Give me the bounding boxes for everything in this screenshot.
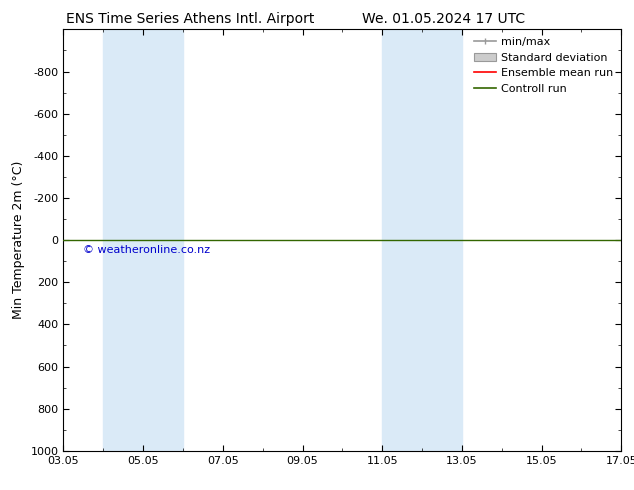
Bar — [382, 29, 462, 451]
Legend: min/max, Standard deviation, Ensemble mean run, Controll run: min/max, Standard deviation, Ensemble me… — [469, 33, 618, 98]
Bar — [103, 29, 183, 451]
Text: ENS Time Series Athens Intl. Airport: ENS Time Series Athens Intl. Airport — [66, 12, 314, 26]
Text: We. 01.05.2024 17 UTC: We. 01.05.2024 17 UTC — [362, 12, 526, 26]
Y-axis label: Min Temperature 2m (°C): Min Temperature 2m (°C) — [12, 161, 25, 319]
Text: © weatheronline.co.nz: © weatheronline.co.nz — [83, 245, 210, 255]
